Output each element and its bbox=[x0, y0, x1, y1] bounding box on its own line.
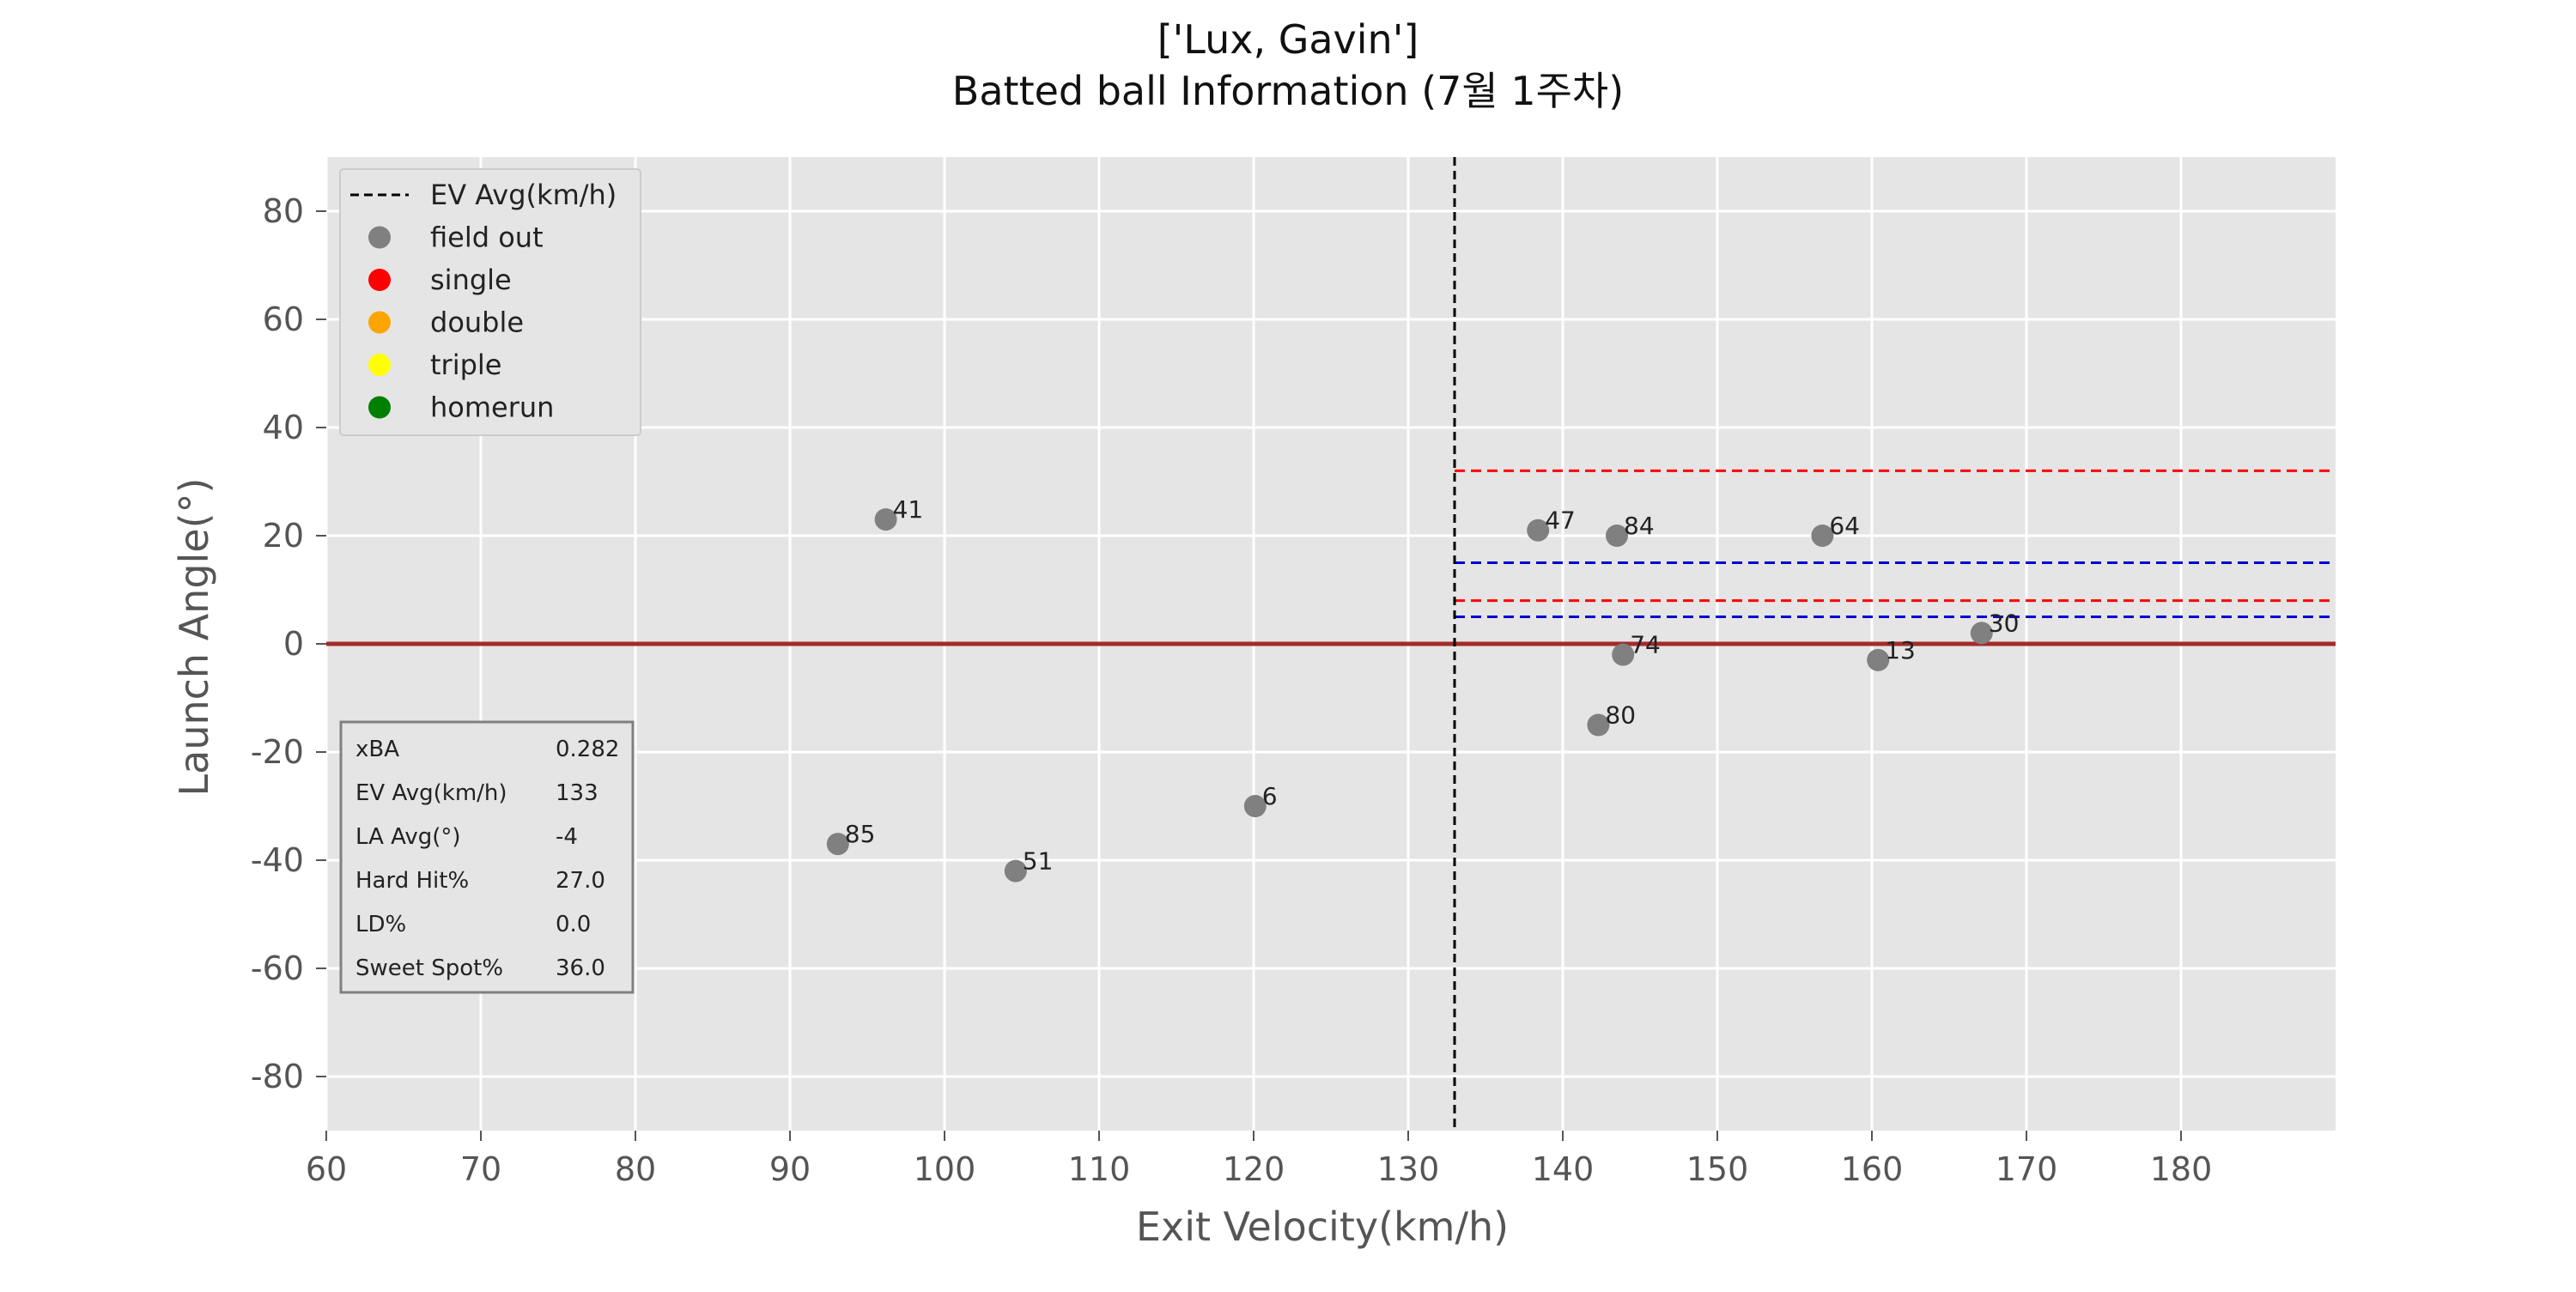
stats-label: LA Avg(°) bbox=[355, 824, 461, 850]
x-tick-label: 180 bbox=[2150, 1150, 2213, 1188]
x-tick-label: 160 bbox=[1841, 1150, 1904, 1188]
plot-area: 60 70 80 90 100 110 120 130 140 150 160 170 180-80-6… bbox=[251, 157, 2336, 1188]
stats-value: 0.282 bbox=[556, 737, 619, 762]
y-tick-label: 60 bbox=[263, 300, 304, 338]
data-point bbox=[1606, 525, 1628, 547]
legend-marker-swatch bbox=[368, 396, 391, 419]
x-tick-label: 80 bbox=[615, 1150, 656, 1188]
data-point bbox=[826, 833, 849, 856]
x-tick-label: 130 bbox=[1377, 1150, 1440, 1188]
chart-subtitle: Batted ball Information (7월 1주차) bbox=[952, 68, 1624, 114]
data-point-label: 6 bbox=[1262, 782, 1278, 810]
y-tick-label: 80 bbox=[263, 192, 304, 230]
legend-marker-swatch bbox=[368, 311, 391, 334]
y-tick-label: 20 bbox=[263, 517, 304, 555]
y-tick-label: 40 bbox=[263, 409, 304, 446]
stats-label: xBA bbox=[355, 737, 399, 762]
x-tick-label: 90 bbox=[769, 1150, 811, 1188]
stats-value: 133 bbox=[556, 780, 598, 806]
data-point-label: 30 bbox=[1989, 609, 2020, 637]
data-point bbox=[1970, 622, 1993, 645]
legend: EV Avg(km/h) field out single double triple h… bbox=[339, 168, 641, 436]
x-tick-label: 110 bbox=[1068, 1150, 1131, 1188]
data-point-label: 80 bbox=[1605, 701, 1636, 730]
y-tick-label: -80 bbox=[251, 1058, 304, 1095]
data-point bbox=[1527, 519, 1550, 542]
x-tick-label: 70 bbox=[460, 1150, 501, 1188]
data-point-label: 74 bbox=[1630, 631, 1661, 659]
data-point-label: 47 bbox=[1545, 506, 1576, 535]
chart-title: ['Lux, Gavin'] bbox=[1157, 16, 1419, 63]
x-tick-label: 100 bbox=[914, 1150, 976, 1188]
legend-label: EV Avg(km/h) bbox=[430, 179, 617, 211]
x-tick-label: 120 bbox=[1223, 1150, 1285, 1188]
legend-label: double bbox=[430, 306, 524, 339]
stats-value: -4 bbox=[556, 824, 578, 850]
stats-table: xBA 0.282 EV Avg(km/h) 133 LA Avg(°) -4 Hard H… bbox=[339, 720, 635, 994]
data-point-label: 84 bbox=[1624, 512, 1655, 540]
data-point bbox=[1612, 643, 1635, 666]
stats-label: LD% bbox=[355, 912, 406, 937]
y-tick-label: -20 bbox=[251, 733, 304, 771]
x-tick-label: 150 bbox=[1686, 1150, 1749, 1188]
y-tick-label: -60 bbox=[251, 949, 304, 987]
stats-value: 27.0 bbox=[556, 868, 605, 894]
legend-label: single bbox=[430, 264, 512, 296]
legend-box bbox=[339, 168, 641, 436]
data-point-label: 13 bbox=[1885, 636, 1916, 664]
stats-table-box bbox=[339, 720, 635, 994]
legend-marker-swatch bbox=[368, 226, 391, 249]
x-tick-label: 140 bbox=[1532, 1150, 1595, 1188]
data-point-label: 85 bbox=[845, 820, 876, 848]
legend-marker-swatch bbox=[368, 269, 391, 291]
stats-label: EV Avg(km/h) bbox=[355, 780, 507, 806]
data-point bbox=[1811, 525, 1834, 547]
legend-label: triple bbox=[430, 349, 501, 381]
y-tick-label: -40 bbox=[251, 841, 304, 879]
stats-value: 0.0 bbox=[556, 912, 591, 937]
legend-label: homerun bbox=[430, 391, 554, 424]
data-point-label: 51 bbox=[1023, 847, 1054, 876]
data-point-label: 41 bbox=[893, 495, 924, 524]
data-point-label: 64 bbox=[1829, 512, 1860, 540]
data-point bbox=[1587, 713, 1610, 737]
x-axis-label: Exit Velocity(km/h) bbox=[1136, 1204, 1509, 1250]
data-point bbox=[1004, 859, 1027, 883]
stats-value: 36.0 bbox=[556, 955, 605, 981]
y-tick-label: 0 bbox=[283, 625, 304, 663]
data-point bbox=[874, 508, 897, 531]
y-axis-label: Launch Angle(°) bbox=[171, 478, 217, 797]
data-point bbox=[1867, 648, 1890, 671]
legend-marker-swatch bbox=[368, 354, 391, 376]
stats-label: Hard Hit% bbox=[355, 868, 469, 894]
x-tick-label: 170 bbox=[1996, 1150, 2058, 1188]
legend-label: field out bbox=[430, 221, 544, 254]
stats-label: Sweet Spot% bbox=[355, 955, 503, 981]
data-point bbox=[1243, 795, 1267, 817]
x-tick-label: 60 bbox=[306, 1150, 347, 1188]
